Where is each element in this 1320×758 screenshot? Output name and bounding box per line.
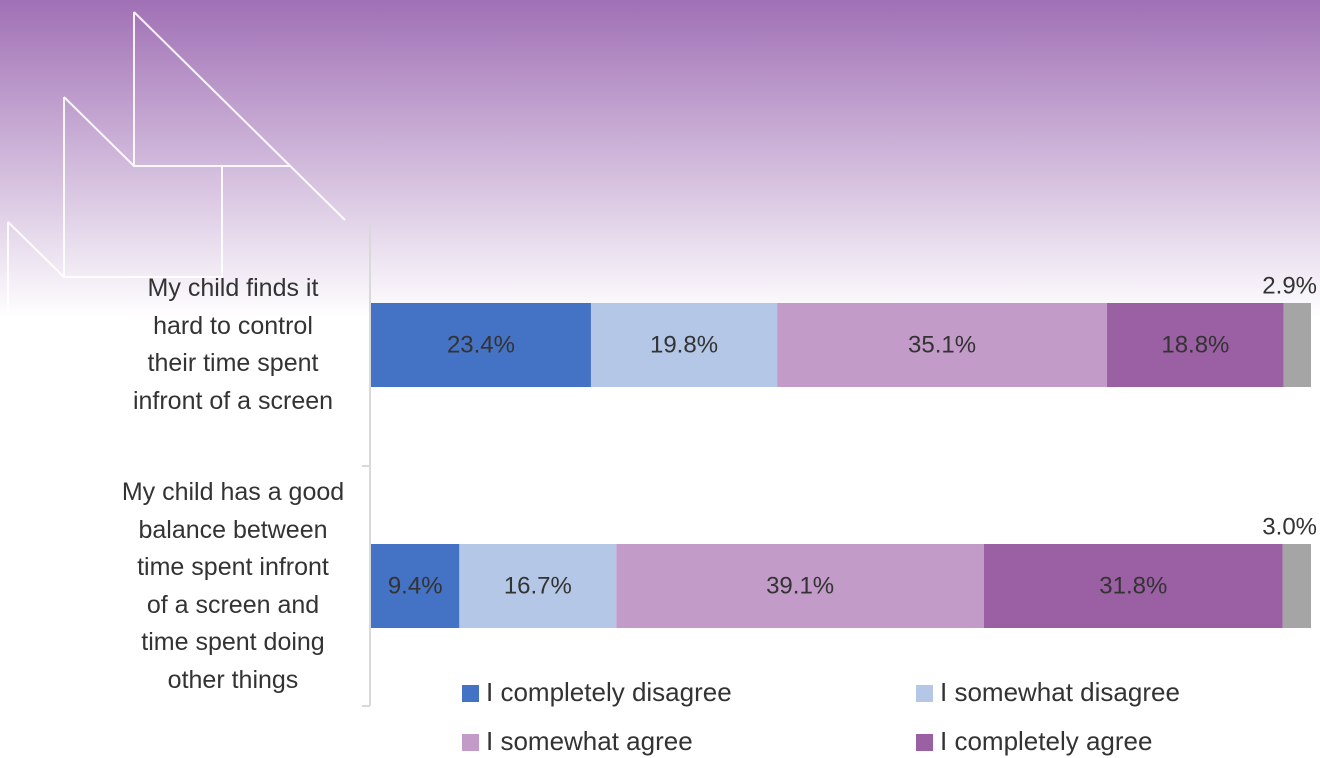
bar-segment [1283, 303, 1311, 387]
bar-segment [616, 544, 984, 628]
value-label: 31.8% [1099, 572, 1167, 599]
bar-segment [777, 303, 1108, 387]
value-label: 18.8% [1161, 331, 1229, 358]
bar-segment [1107, 303, 1284, 387]
value-label: 23.4% [447, 331, 515, 358]
bar-segment [590, 303, 778, 387]
value-label: 16.7% [504, 572, 572, 599]
value-label: 39.1% [766, 572, 834, 599]
bar-segment [1282, 544, 1311, 628]
value-label: 9.4% [388, 572, 443, 599]
legend-label: I somewhat disagree [940, 677, 1180, 707]
legend-swatch [916, 734, 933, 751]
bar-segment [983, 544, 1283, 628]
legend-swatch [462, 685, 479, 702]
category-label: My child finds it hard to control their … [132, 274, 334, 415]
bar-segment [371, 544, 460, 628]
legend-swatch [462, 734, 479, 751]
value-label: 19.8% [650, 331, 718, 358]
category-label: My child has a good balance between time… [121, 478, 345, 694]
legend-label: I completely agree [940, 726, 1152, 756]
bar-segment [459, 544, 617, 628]
legend-label: I somewhat agree [486, 726, 693, 756]
decoration [7, 11, 346, 320]
legend-label: I completely disagree [486, 677, 732, 707]
bar-segment [371, 303, 591, 387]
value-label: 3.0% [1262, 513, 1317, 540]
value-label: 2.9% [1262, 272, 1317, 299]
legend-swatch [916, 685, 933, 702]
value-label: 35.1% [908, 331, 976, 358]
